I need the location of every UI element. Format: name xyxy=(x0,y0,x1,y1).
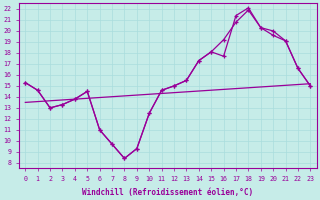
X-axis label: Windchill (Refroidissement éolien,°C): Windchill (Refroidissement éolien,°C) xyxy=(82,188,253,197)
